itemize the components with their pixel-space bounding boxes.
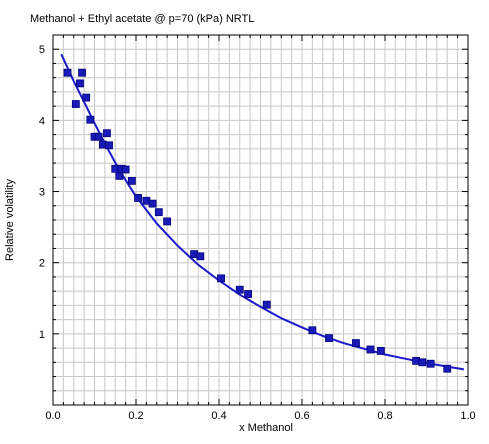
data-point: [418, 358, 427, 367]
data-point: [352, 339, 360, 347]
data-point: [443, 364, 452, 373]
data-point: [71, 100, 80, 108]
grid: [53, 35, 468, 405]
data-point: [325, 334, 333, 343]
data-point: [163, 217, 172, 226]
data-point: [105, 141, 113, 150]
data-point: [376, 347, 385, 355]
x-tick-label: 0.2: [128, 410, 143, 422]
data-point: [426, 359, 435, 368]
data-point: [127, 176, 136, 185]
x-tick-label: 0.6: [294, 410, 309, 422]
y-tick-label: 2: [39, 258, 45, 270]
data-point: [196, 252, 205, 261]
y-tick-labels: 1 2 3 4 5: [39, 44, 45, 341]
data-point: [121, 165, 130, 174]
y-tick-label: 1: [39, 329, 45, 341]
data-point: [103, 129, 111, 138]
y-tick-label: 3: [39, 187, 45, 199]
y-tick-label: 4: [39, 115, 45, 127]
data-point: [244, 290, 252, 298]
nrtl-fit-line: [60, 53, 465, 371]
y-axis-label: Relative volatility: [4, 179, 16, 261]
data-point: [63, 68, 72, 77]
data-points: [63, 68, 452, 373]
data-point: [235, 285, 244, 294]
data-point: [115, 171, 124, 180]
data-point: [94, 132, 103, 141]
x-tick-label: 0.4: [211, 410, 226, 422]
x-tick-label: 0.8: [377, 410, 392, 422]
data-point: [148, 199, 157, 208]
data-point: [86, 115, 95, 124]
data-point: [78, 68, 86, 77]
data-point: [262, 300, 271, 309]
axis-ticks: [52, 35, 469, 405]
x-tick-labels: 0.0 0.2 0.4 0.6 0.8 1.0: [45, 410, 475, 422]
data-point: [217, 274, 225, 283]
data-point: [82, 93, 91, 102]
x-tick-label: 0.0: [45, 410, 60, 422]
data-point: [366, 345, 375, 354]
y-tick-label: 5: [39, 44, 45, 56]
chart-title: Methanol + Ethyl acetate @ p=70 (kPa) NR…: [30, 13, 254, 25]
data-point: [308, 326, 317, 335]
data-point: [76, 79, 84, 88]
x-tick-label: 1.0: [460, 410, 475, 422]
data-point: [134, 194, 142, 202]
data-point: [154, 208, 163, 217]
x-axis-label: x Methanol: [239, 422, 293, 434]
